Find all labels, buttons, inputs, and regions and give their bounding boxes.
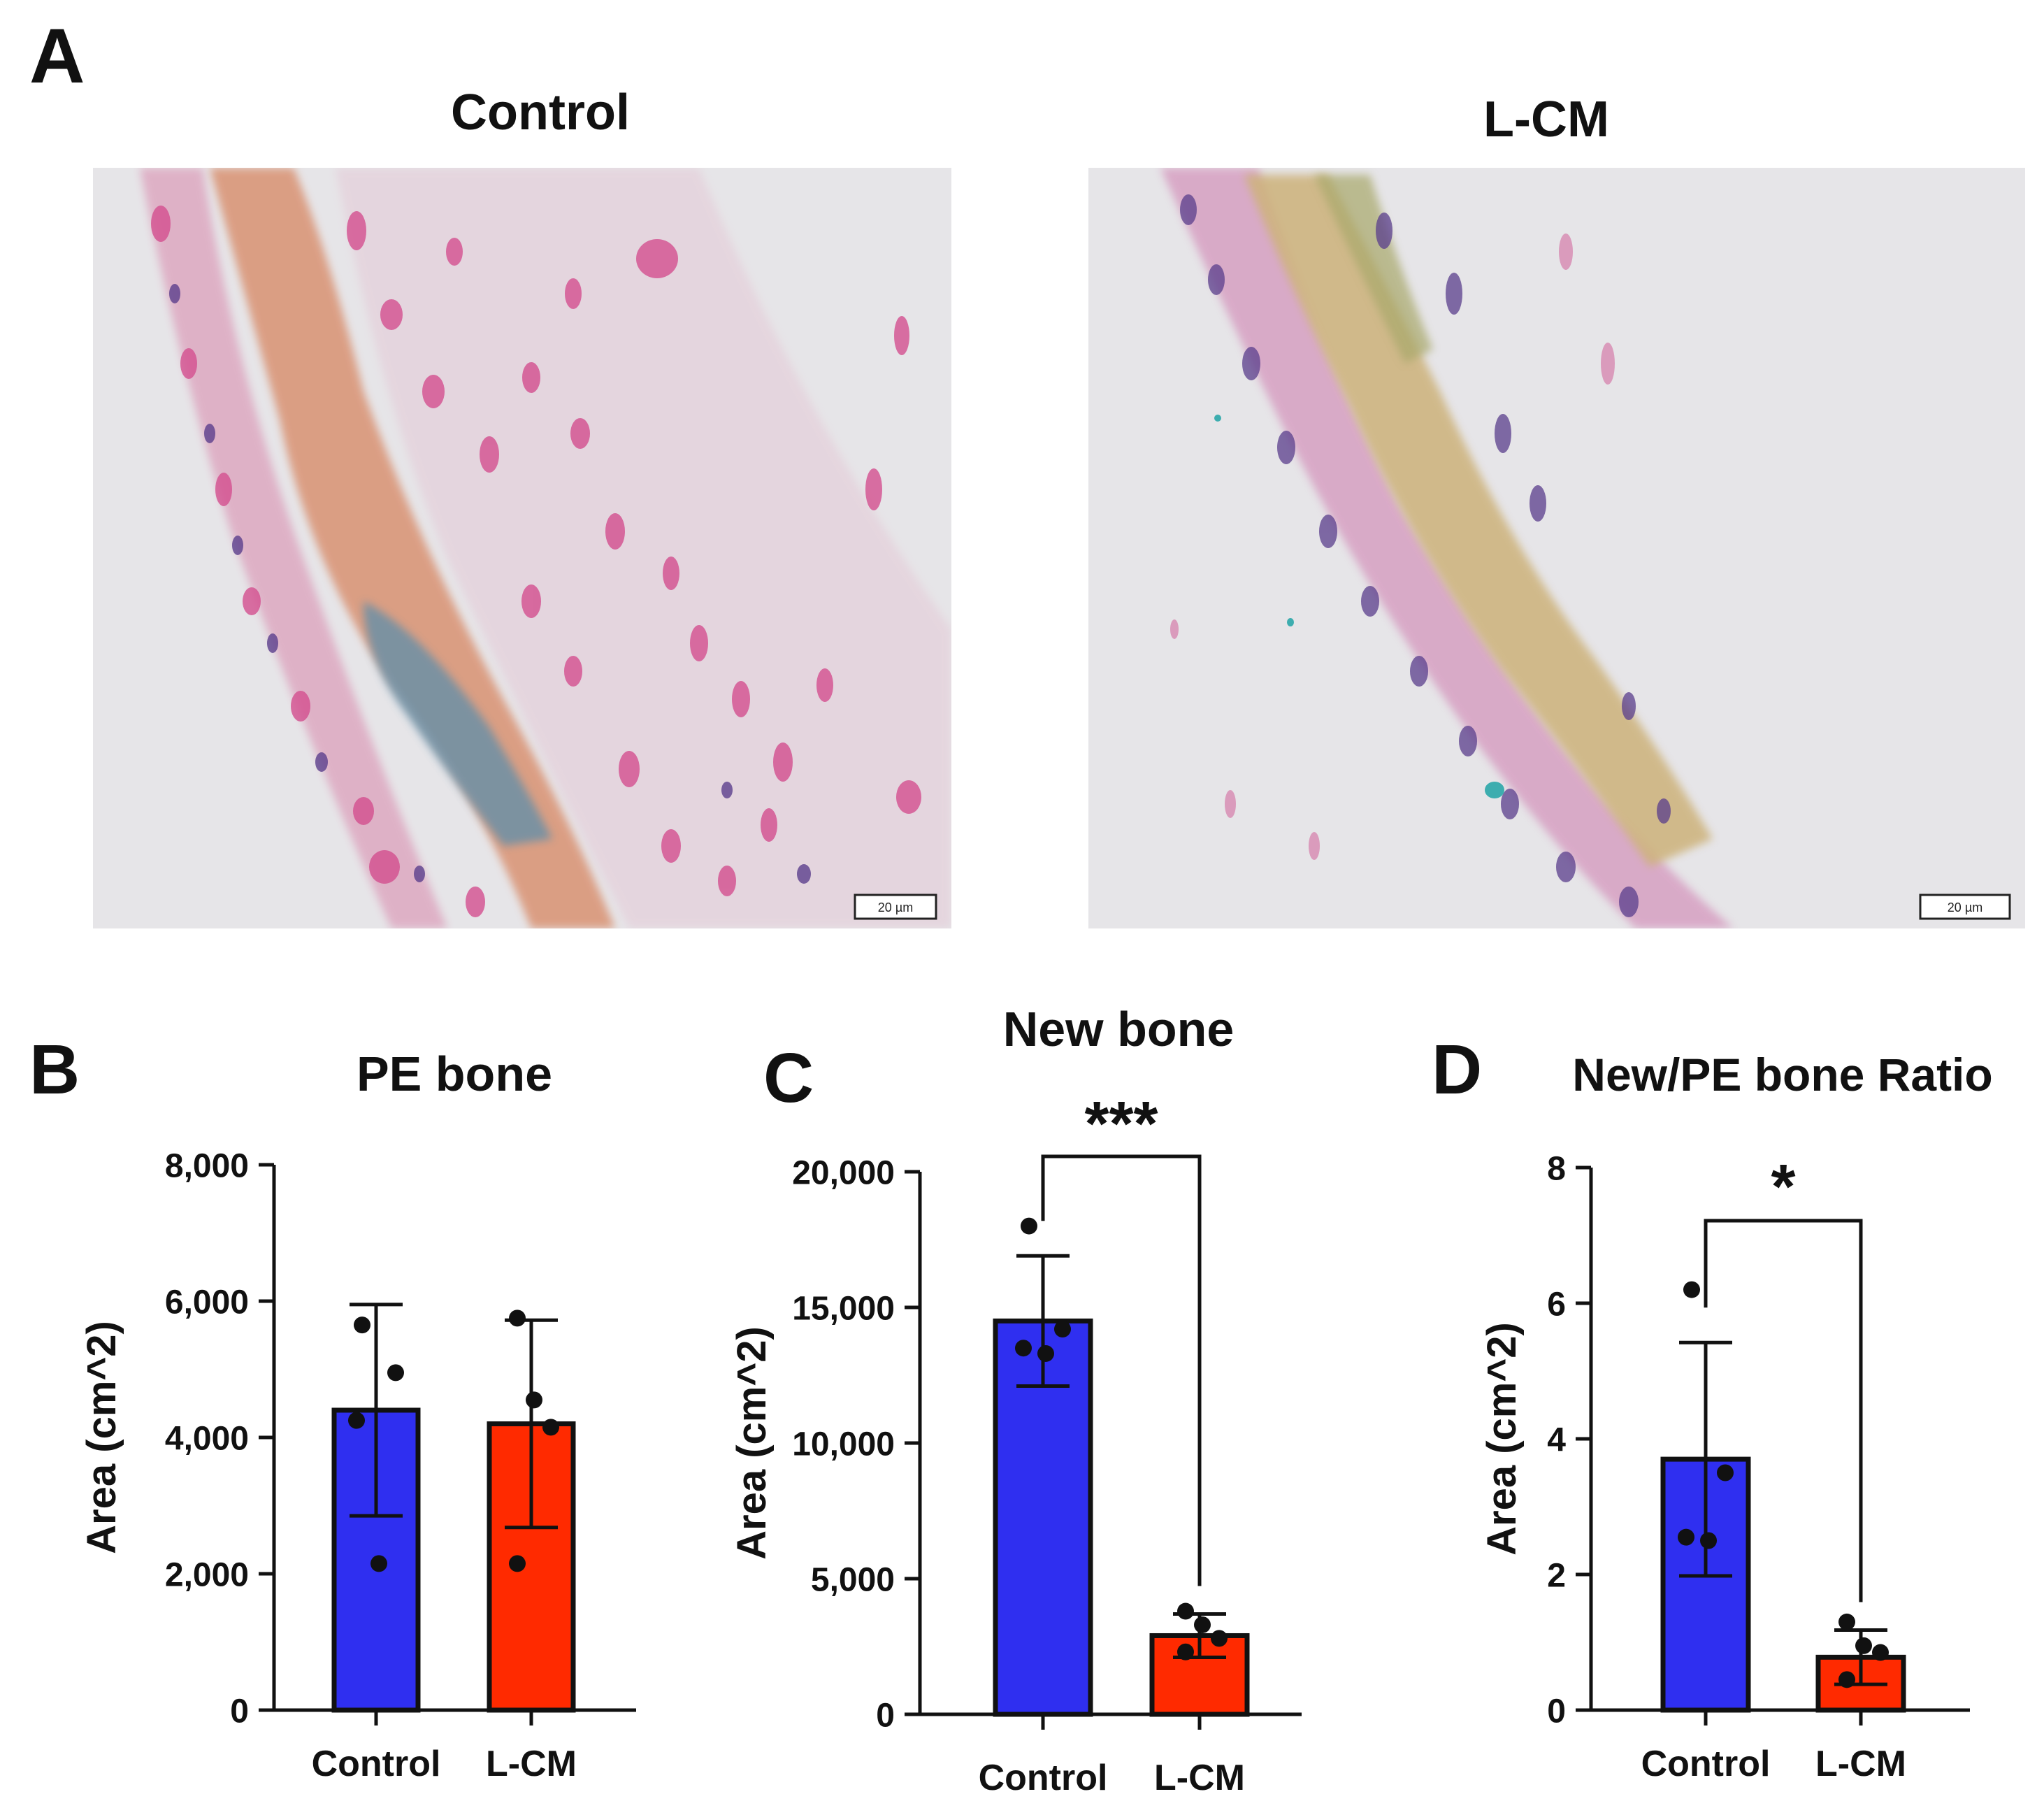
data-point-c-0-1 bbox=[1054, 1321, 1071, 1338]
data-point-b-0-3 bbox=[370, 1555, 387, 1572]
data-point-c-0-2 bbox=[1015, 1340, 1032, 1357]
data-point-c-0-3 bbox=[1037, 1344, 1054, 1362]
data-point-d-1-1 bbox=[1855, 1637, 1872, 1654]
category-label-c-0: Control bbox=[979, 1758, 1108, 1798]
data-point-c-1-0 bbox=[1177, 1602, 1194, 1620]
y-tick-label-b-3: 6,000 bbox=[165, 1284, 249, 1321]
data-point-c-0-0 bbox=[1021, 1217, 1037, 1235]
category-label-d-0: Control bbox=[1641, 1744, 1771, 1784]
image-title-control: Control bbox=[451, 85, 630, 141]
data-point-b-1-2 bbox=[542, 1419, 559, 1436]
data-point-d-1-0 bbox=[1838, 1613, 1855, 1630]
scale-bar-control: 20 µm bbox=[878, 901, 913, 914]
category-label-c-1: L-CM bbox=[1154, 1758, 1245, 1798]
category-label-d-1: L-CM bbox=[1815, 1744, 1906, 1784]
data-point-d-0-3 bbox=[1700, 1532, 1717, 1549]
y-tick-label-c-3: 15,000 bbox=[792, 1290, 895, 1327]
data-point-c-1-1 bbox=[1194, 1616, 1211, 1633]
y-axis-title-b: Area (cm^2) bbox=[79, 1321, 124, 1554]
panel-letter-d: D bbox=[1432, 1031, 1482, 1109]
panel-letter-a: A bbox=[29, 13, 85, 99]
data-point-d-1-2 bbox=[1872, 1644, 1889, 1661]
significance-bracket-d bbox=[1704, 1219, 1863, 1602]
chart-ratio: 0 2 4 6 8 Control L-CM Area (cm^2) * bbox=[1479, 1150, 1970, 1784]
chart-title-c: New bone bbox=[1003, 1002, 1235, 1056]
category-label-b-0: Control bbox=[312, 1744, 441, 1784]
y-tick-label-b-4: 8,000 bbox=[165, 1147, 249, 1184]
y-tick-label-b-1: 2,000 bbox=[165, 1556, 249, 1593]
y-tick-label-d-4: 8 bbox=[1547, 1150, 1566, 1187]
y-tick-label-c-2: 10,000 bbox=[792, 1426, 895, 1463]
significance-label-c: *** bbox=[1084, 1089, 1158, 1159]
data-point-d-0-0 bbox=[1683, 1281, 1700, 1298]
significance-bracket-c bbox=[1041, 1154, 1202, 1586]
micrograph-control: 20 µm bbox=[93, 168, 951, 928]
data-point-b-1-3 bbox=[509, 1555, 526, 1572]
data-point-c-1-3 bbox=[1177, 1643, 1194, 1660]
chart-title-b: PE bone bbox=[357, 1047, 552, 1101]
data-point-c-1-2 bbox=[1211, 1630, 1228, 1647]
y-tick-label-c-4: 20,000 bbox=[792, 1154, 895, 1191]
data-point-b-1-0 bbox=[509, 1310, 526, 1327]
image-title-lcm: L-CM bbox=[1483, 92, 1609, 148]
y-tick-label-b-0: 0 bbox=[230, 1693, 249, 1730]
y-tick-label-d-2: 4 bbox=[1547, 1421, 1566, 1458]
data-point-d-0-2 bbox=[1678, 1528, 1694, 1546]
panel-letter-b: B bbox=[29, 1031, 80, 1109]
y-tick-label-d-0: 0 bbox=[1547, 1693, 1566, 1730]
scale-bar-lcm: 20 µm bbox=[1948, 901, 1982, 914]
data-point-b-0-1 bbox=[387, 1364, 404, 1382]
y-tick-label-c-0: 0 bbox=[876, 1697, 895, 1734]
y-tick-label-d-3: 6 bbox=[1547, 1286, 1566, 1323]
data-point-d-0-1 bbox=[1717, 1464, 1734, 1481]
micrograph-lcm: 20 µm bbox=[1088, 168, 2025, 928]
panel-letter-c: C bbox=[763, 1039, 814, 1117]
data-point-b-0-2 bbox=[348, 1412, 365, 1429]
chart-pe-bone: 0 2,000 4,000 6,000 8,000 Control L-CM Area (cm… bbox=[79, 1147, 636, 1784]
y-tick-label-c-1: 5,000 bbox=[811, 1561, 895, 1598]
category-label-b-1: L-CM bbox=[486, 1744, 577, 1784]
chart-new-bone: 0 5,000 10,000 15,000 20,000 Control L-CM Area … bbox=[729, 1089, 1302, 1798]
significance-label-d: * bbox=[1771, 1152, 1795, 1222]
data-point-d-1-3 bbox=[1838, 1671, 1855, 1688]
y-tick-label-b-2: 4,000 bbox=[165, 1420, 249, 1457]
y-axis-title-d: Area (cm^2) bbox=[1479, 1322, 1525, 1556]
y-tick-label-d-1: 2 bbox=[1547, 1557, 1566, 1594]
chart-title-d: New/PE bone Ratio bbox=[1572, 1049, 1992, 1100]
data-point-b-0-0 bbox=[354, 1316, 370, 1334]
y-axis-title-c: Area (cm^2) bbox=[729, 1326, 775, 1560]
data-point-b-1-1 bbox=[526, 1391, 542, 1409]
